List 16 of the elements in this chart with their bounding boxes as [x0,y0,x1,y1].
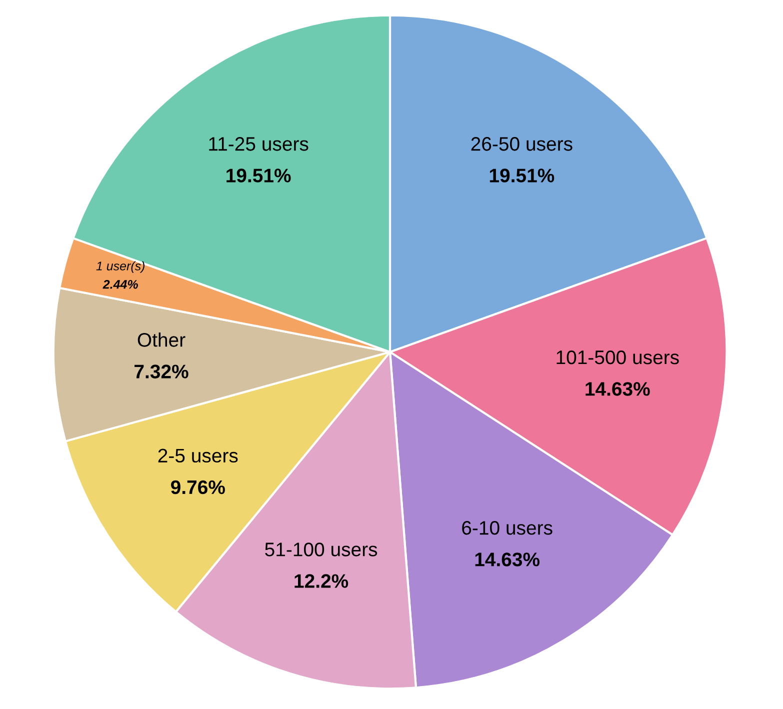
slice-label: 1 user(s) [96,261,145,273]
data-label: 19.51% [226,168,291,182]
data-label: 19.51% [490,168,554,182]
data-label: 2.44% [102,280,138,289]
data-label: 14.63% [475,552,540,566]
slice-label: 11-25 users [209,137,308,151]
data-label: 9.76% [171,480,225,494]
slice-label: 51-100 users [265,542,378,556]
slice-label: Other [138,332,186,347]
slice-label: 26-50 users [471,137,572,151]
data-label: 12.2% [294,574,348,588]
slice-label: 6-10 users [462,520,552,535]
slice-label: 2-5 users [158,448,238,463]
data-label: 14.63% [586,382,650,396]
slice-label: 101-500 users [556,350,679,364]
data-label: 7.32% [134,364,188,378]
